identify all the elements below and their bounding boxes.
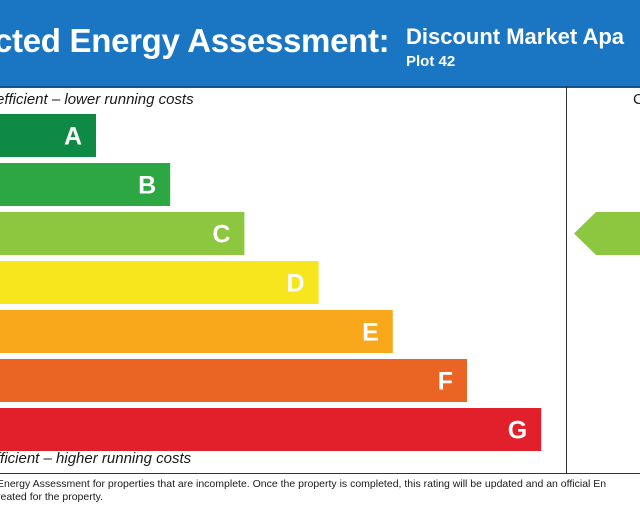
page-title: cted Energy Assessment:	[0, 22, 390, 59]
rating-bar-label-a: A	[64, 123, 82, 151]
plot-number: Plot 42	[406, 53, 456, 70]
column-divider	[566, 86, 567, 474]
rating-bar-d	[0, 261, 319, 304]
rating-bar-label-d: D	[287, 270, 305, 298]
rating-bar-f	[0, 359, 467, 402]
footnote: Energy Assessment for properties that ar…	[0, 478, 640, 504]
chart-bottom-border	[0, 473, 640, 474]
property-name: Discount Market Apa	[406, 24, 625, 49]
rating-bar-e	[0, 310, 393, 353]
rating-bar-label-e: E	[362, 319, 379, 347]
rating-bar-label-f: F	[438, 368, 453, 396]
rating-bar-a	[0, 114, 96, 157]
footnote-line-1: Energy Assessment for properties that ar…	[0, 478, 607, 490]
rating-bar-c	[0, 212, 245, 255]
current-rating-arrow	[574, 212, 640, 255]
efficiency-top-label: efficient – lower running costs	[0, 91, 194, 108]
footnote-line-2: reated for the property.	[0, 491, 104, 503]
efficiency-bottom-label: fficient – higher running costs	[0, 450, 192, 467]
rating-bar-g	[0, 408, 542, 451]
rating-bar-label-c: C	[212, 221, 230, 249]
rating-bar-label-g: G	[508, 417, 527, 445]
energy-rating-chart: A B C D E F G	[0, 114, 640, 451]
rating-bar-label-b: B	[138, 172, 156, 200]
rating-bar-b	[0, 163, 171, 206]
current-rating-header: C	[633, 91, 640, 108]
header-banner: cted Energy Assessment: Discount Market …	[0, 0, 640, 88]
